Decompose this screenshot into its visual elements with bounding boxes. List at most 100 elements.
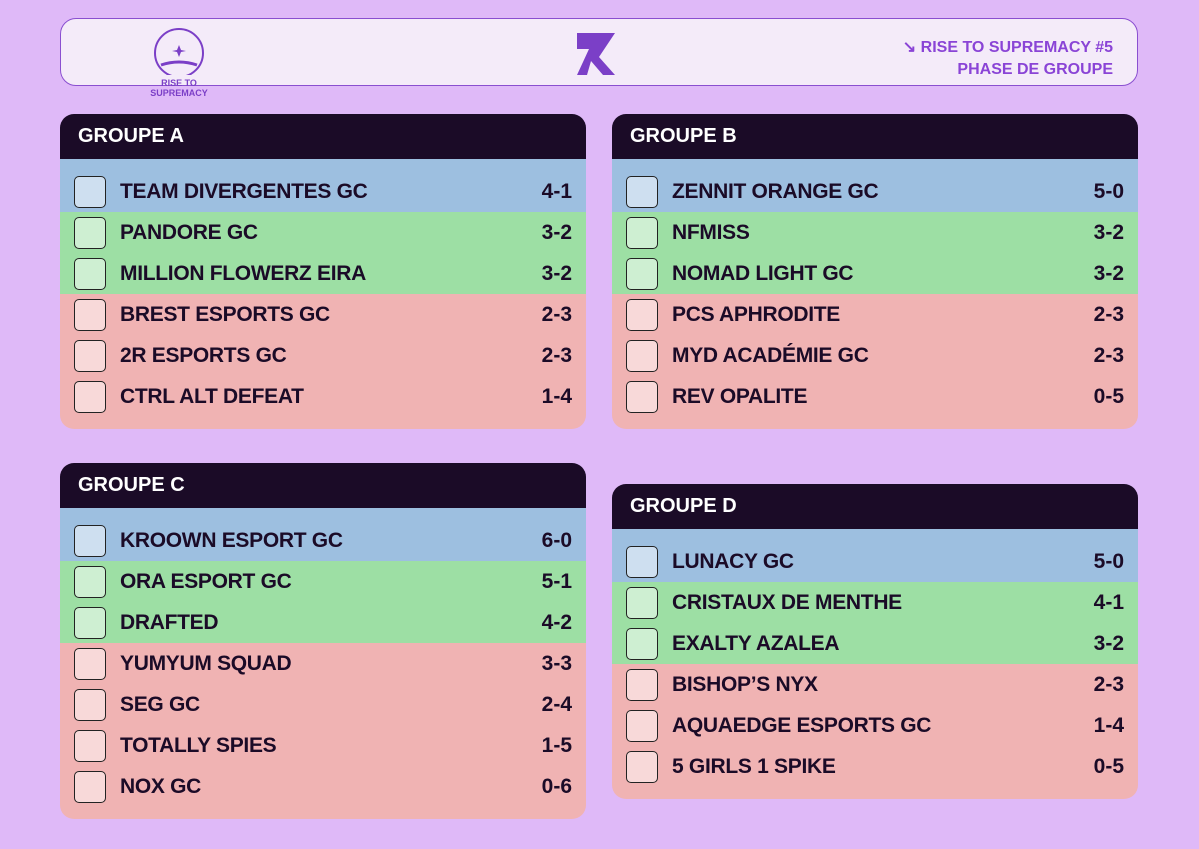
team-score: 0-5 <box>1093 384 1124 408</box>
team-row: LUNACY GC 5-0 <box>612 529 1138 582</box>
group-title: GROUPE C <box>60 463 586 508</box>
team-row: EXALTY AZALEA 3-2 <box>612 623 1138 664</box>
team-name: 2R ESPORTS GC <box>120 343 287 367</box>
team-row: CTRL ALT DEFEAT 1-4 <box>60 376 586 429</box>
team-row: PANDORE GC 3-2 <box>60 212 586 253</box>
team-name: SEG GC <box>120 692 200 716</box>
team-score: 4-1 <box>541 179 572 203</box>
team-score: 0-5 <box>1093 754 1124 778</box>
team-score: 2-3 <box>1093 672 1124 696</box>
team-name: TOTALLY SPIES <box>120 733 277 757</box>
team-name: TEAM DIVERGENTES GC <box>120 179 368 203</box>
team-name: MYD ACADÉMIE GC <box>672 343 869 367</box>
team-row: SEG GC 2-4 <box>60 684 586 725</box>
team-logo <box>74 688 106 721</box>
team-score: 2-3 <box>1093 343 1124 367</box>
team-name: EXALTY AZALEA <box>672 631 840 655</box>
team-name: DRAFTED <box>120 610 219 634</box>
team-score: 5-1 <box>541 569 572 593</box>
team-name: MILLION FLOWERZ EIRA <box>120 261 366 285</box>
team-score: 3-2 <box>541 261 572 285</box>
team-name: PANDORE GC <box>120 220 258 244</box>
team-name: NOX GC <box>120 774 202 798</box>
team-name: PCS APHRODITE <box>672 302 841 326</box>
team-name: KROOWN ESPORT GC <box>120 528 343 552</box>
group-panel: GROUPE C KROOWN ESPORT GC 6-0 ORA ESPORT GC… <box>60 463 586 819</box>
team-logo <box>626 627 658 660</box>
team-score: 1-4 <box>541 384 572 408</box>
team-score: 3-3 <box>541 651 572 675</box>
team-logo <box>626 339 658 372</box>
team-row: NOX GC 0-6 <box>60 766 586 819</box>
team-logo <box>626 668 658 701</box>
team-logo <box>626 586 658 619</box>
team-score: 1-4 <box>1093 713 1124 737</box>
team-logo <box>74 524 106 557</box>
team-name: NFMISS <box>672 220 750 244</box>
team-row: 2R ESPORTS GC 2-3 <box>60 335 586 376</box>
team-name: REV OPALITE <box>672 384 808 408</box>
team-name: 5 GIRLS 1 SPIKE <box>672 754 836 778</box>
team-score: 4-1 <box>1093 590 1124 614</box>
team-row: CRISTAUX DE MENTHE 4-1 <box>612 582 1138 623</box>
team-row: NOMAD LIGHT GC 3-2 <box>612 253 1138 294</box>
header: RISE TO SUPREMACY ↘ RISE TO SUPREMACY #5… <box>60 18 1138 98</box>
team-name: BREST ESPORTS GC <box>120 302 330 326</box>
team-score: 1-5 <box>541 733 572 757</box>
team-score: 0-6 <box>541 774 572 798</box>
team-row: 5 GIRLS 1 SPIKE 0-5 <box>612 746 1138 799</box>
group-panel: GROUPE D LUNACY GC 5-0 CRISTAUX DE MENTHE 4-… <box>612 484 1138 799</box>
team-logo <box>74 216 106 249</box>
team-name: NOMAD LIGHT GC <box>672 261 854 285</box>
team-logo <box>74 175 106 208</box>
team-score: 3-2 <box>1093 631 1124 655</box>
team-score: 5-0 <box>1093 549 1124 573</box>
logo-icon <box>154 28 204 78</box>
team-name: ORA ESPORT GC <box>120 569 292 593</box>
team-logo <box>626 709 658 742</box>
group-title: GROUPE B <box>612 114 1138 159</box>
team-logo <box>74 257 106 290</box>
team-row: ORA ESPORT GC 5-1 <box>60 561 586 602</box>
team-logo <box>626 175 658 208</box>
team-row: NFMISS 3-2 <box>612 212 1138 253</box>
team-logo <box>74 339 106 372</box>
group-title: GROUPE A <box>60 114 586 159</box>
team-logo <box>626 298 658 331</box>
team-logo <box>626 216 658 249</box>
team-name: ZENNIT ORANGE GC <box>672 179 879 203</box>
team-logo <box>626 257 658 290</box>
team-row: BISHOP’S NYX 2-3 <box>612 664 1138 705</box>
team-logo <box>626 380 658 413</box>
group-panel: GROUPE A TEAM DIVERGENTES GC 4-1 PANDORE GC… <box>60 114 586 429</box>
event-title: ↘ RISE TO SUPREMACY #5 <box>902 39 1113 56</box>
team-logo <box>626 750 658 783</box>
team-row: REV OPALITE 0-5 <box>612 376 1138 429</box>
team-score: 2-3 <box>1093 302 1124 326</box>
team-row: MYD ACADÉMIE GC 2-3 <box>612 335 1138 376</box>
team-logo <box>74 565 106 598</box>
team-logo <box>74 647 106 680</box>
team-name: LUNACY GC <box>672 549 794 573</box>
team-row: KROOWN ESPORT GC 6-0 <box>60 508 586 561</box>
team-logo <box>74 770 106 803</box>
team-logo <box>74 729 106 762</box>
team-score: 2-3 <box>541 302 572 326</box>
event-phase: PHASE DE GROUPE <box>957 61 1113 78</box>
team-row: TOTALLY SPIES 1-5 <box>60 725 586 766</box>
team-name: BISHOP’S NYX <box>672 672 818 696</box>
event-info: ↘ RISE TO SUPREMACY #5 PHASE DE GROUPE <box>903 37 1113 81</box>
team-row: DRAFTED 4-2 <box>60 602 586 643</box>
team-score: 3-2 <box>1093 220 1124 244</box>
group-panel: GROUPE B ZENNIT ORANGE GC 5-0 NFMISS 3-2 NOMA… <box>612 114 1138 429</box>
team-row: PCS APHRODITE 2-3 <box>612 294 1138 335</box>
team-score: 2-4 <box>541 692 572 716</box>
brand-mark <box>577 33 615 75</box>
team-name: CRISTAUX DE MENTHE <box>672 590 902 614</box>
team-score: 3-2 <box>1093 261 1124 285</box>
team-row: BREST ESPORTS GC 2-3 <box>60 294 586 335</box>
team-logo <box>74 606 106 639</box>
team-score: 2-3 <box>541 343 572 367</box>
team-row: MILLION FLOWERZ EIRA 3-2 <box>60 253 586 294</box>
